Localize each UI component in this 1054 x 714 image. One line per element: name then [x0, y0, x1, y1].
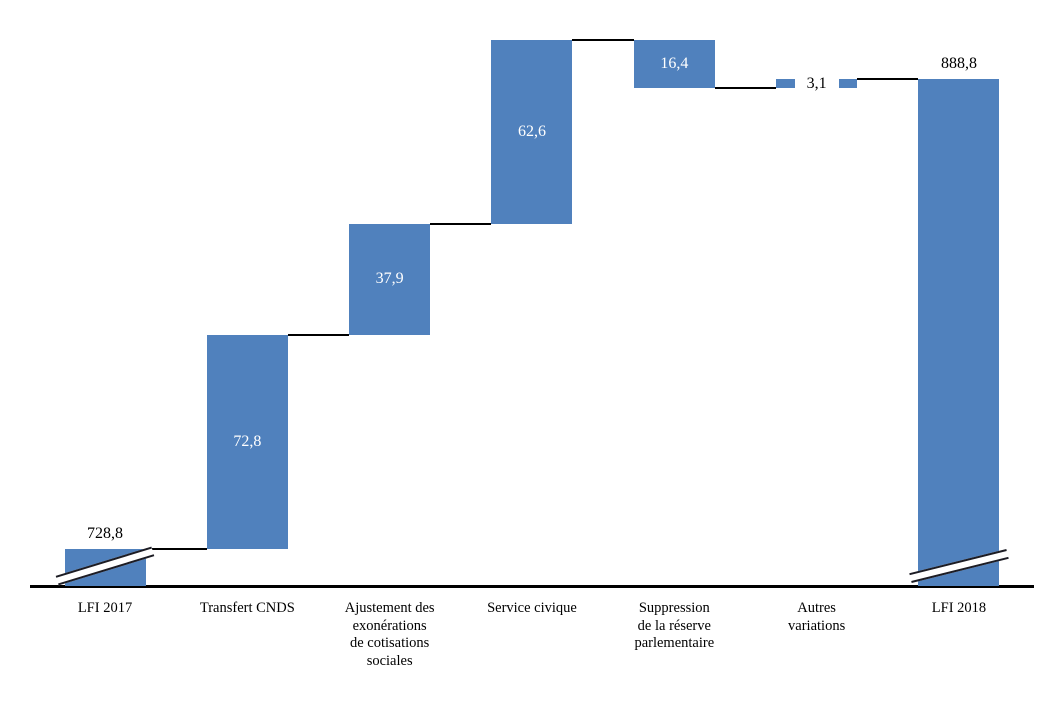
connector-lfi-2017-to-transfert-cnds	[145, 548, 207, 550]
category-label-autres-variations: Autres variations	[788, 600, 846, 634]
connector-ajustement-exonerations-to-service-civique	[430, 223, 492, 225]
value-label-suppression-reserve: 16,4	[660, 55, 689, 73]
bar-lfi-2018	[918, 79, 1000, 586]
value-label-ajustement-exonerations: 37,9	[375, 270, 404, 288]
connector-transfert-cnds-to-ajustement-exonerations	[287, 334, 350, 336]
connector-service-civique-to-suppression-reserve	[572, 39, 634, 41]
connector-autres-variations-to-lfi-2018	[857, 78, 919, 80]
value-label-lfi-2017: 728,8	[87, 525, 123, 542]
category-label-lfi-2018: LFI 2018	[931, 600, 987, 616]
value-label-service-civique: 62,6	[517, 122, 546, 140]
bar-suppression-reserve	[633, 39, 715, 89]
category-label-suppression-reserve: Suppression de la réserve parlementaire	[634, 600, 715, 651]
category-label-service-civique: Service civique	[487, 600, 577, 616]
bar-service-civique	[491, 39, 573, 224]
value-label-autres-variations: 3,1	[794, 73, 839, 94]
category-label-ajustement-exonerations: Ajustement des exonérations de cotisatio…	[344, 600, 435, 669]
category-label-transfert-cnds: Transfert CNDS	[199, 600, 295, 616]
value-label-transfert-cnds: 72,8	[233, 433, 262, 451]
value-label-lfi-2018: 888,8	[940, 55, 977, 72]
category-label-lfi-2017: LFI 2017	[77, 600, 133, 616]
x-axis-line	[30, 585, 1034, 588]
bar-transfert-cnds	[206, 335, 288, 549]
bar-ajustement-exonerations	[349, 223, 431, 336]
connector-suppression-reserve-to-autres-variations	[714, 86, 777, 90]
